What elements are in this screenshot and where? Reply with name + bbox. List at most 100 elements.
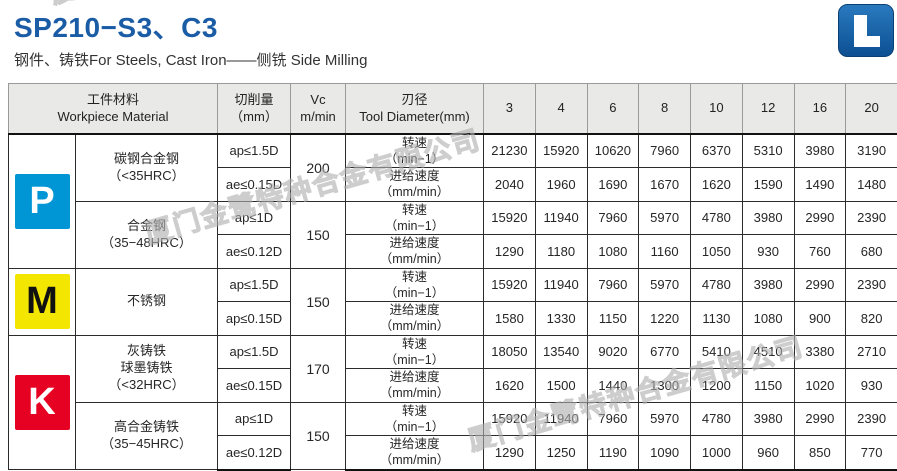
value-cell: 1220: [639, 302, 691, 336]
cut-depth: ap≤1D: [218, 402, 291, 436]
cut-depth: ap≤1.5D: [218, 335, 291, 369]
row-label-speed: 转速 （min−1）: [346, 335, 484, 369]
vc-value: 150: [291, 268, 346, 335]
value-cell: 7960: [587, 201, 639, 235]
value-cell: 2990: [794, 268, 846, 302]
table-row: 高合金铸铁 （35−45HRC） ap≤1D 150 转速 （min−1） 15…: [9, 402, 897, 436]
value-cell: 1590: [742, 168, 794, 202]
row-label-speed: 转速 （min−1）: [346, 402, 484, 436]
value-cell: 5970: [639, 268, 691, 302]
m-badge: M: [15, 274, 70, 329]
value-cell: 7960: [587, 402, 639, 436]
value-cell: 11940: [535, 402, 587, 436]
material-name: 不锈钢: [76, 268, 218, 335]
value-cell: 2390: [846, 402, 897, 436]
value-cell: 5410: [691, 335, 743, 369]
value-cell: 760: [794, 235, 846, 269]
table-row: K 灰铸铁 球墨铸铁 （<32HRC） ap≤1.5D 170 转速 （min−…: [9, 335, 897, 369]
value-cell: 2390: [846, 201, 897, 235]
col-header-cut: 切削量 （mm）: [218, 84, 291, 134]
value-cell: 1690: [587, 168, 639, 202]
row-label-feed: 进给速度 （mm/min）: [346, 168, 484, 202]
vc-value: 200: [291, 134, 346, 202]
vc-value: 150: [291, 201, 346, 268]
value-cell: 1150: [742, 369, 794, 403]
value-cell: 3190: [846, 134, 897, 168]
material-name: 碳钢合金钢 （<35HRC）: [76, 134, 218, 202]
value-cell: 1250: [535, 436, 587, 470]
cutting-parameters-table: 工件材料 Workpiece Material 切削量 （mm） Vc m/mi…: [8, 83, 897, 471]
value-cell: 3980: [742, 201, 794, 235]
value-cell: 15920: [535, 134, 587, 168]
value-cell: 7960: [639, 134, 691, 168]
col-header-d10: 10: [691, 84, 743, 134]
material-class-k: K: [9, 335, 76, 470]
value-cell: 680: [846, 235, 897, 269]
value-cell: 1160: [639, 235, 691, 269]
col-header-d20: 20: [846, 84, 897, 134]
value-cell: 1290: [484, 436, 536, 470]
row-label-speed: 转速 （min−1）: [346, 134, 484, 168]
value-cell: 1190: [587, 436, 639, 470]
table-row: 合金钢 （35−48HRC） ap≤1D 150 转速 （min−1） 1592…: [9, 201, 897, 235]
value-cell: 850: [794, 436, 846, 470]
cut-depth: ap≤1.5D: [218, 268, 291, 302]
value-cell: 11940: [535, 268, 587, 302]
value-cell: 7960: [587, 268, 639, 302]
cut-width: ae≤0.15D: [218, 369, 291, 403]
value-cell: 900: [794, 302, 846, 336]
table-row: P 碳钢合金钢 （<35HRC） ap≤1.5D 200 转速 （min−1） …: [9, 134, 897, 168]
value-cell: 1290: [484, 235, 536, 269]
value-cell: 1580: [484, 302, 536, 336]
col-header-d16: 16: [794, 84, 846, 134]
value-cell: 3380: [794, 335, 846, 369]
value-cell: 1500: [535, 369, 587, 403]
col-header-d12: 12: [742, 84, 794, 134]
value-cell: 1000: [691, 436, 743, 470]
value-cell: 4780: [691, 268, 743, 302]
value-cell: 13540: [535, 335, 587, 369]
value-cell: 15920: [484, 268, 536, 302]
value-cell: 1050: [691, 235, 743, 269]
value-cell: 1330: [535, 302, 587, 336]
cut-width: ap≤0.15D: [218, 302, 291, 336]
value-cell: 1080: [587, 235, 639, 269]
value-cell: 1960: [535, 168, 587, 202]
page-subtitle: 钢件、铸铁For Steels, Cast Iron——侧铣 Side Mill…: [14, 49, 367, 70]
cut-depth: ap≤1.5D: [218, 134, 291, 168]
value-cell: 820: [846, 302, 897, 336]
vc-value: 150: [291, 402, 346, 470]
p-badge: P: [15, 174, 70, 229]
vc-value: 170: [291, 335, 346, 402]
value-cell: 6770: [639, 335, 691, 369]
value-cell: 1150: [587, 302, 639, 336]
value-cell: 1490: [794, 168, 846, 202]
material-name: 灰铸铁 球墨铸铁 （<32HRC）: [76, 335, 218, 402]
value-cell: 1090: [639, 436, 691, 470]
value-cell: 3980: [794, 134, 846, 168]
page-title: SP210−S3、C3: [14, 6, 367, 46]
material-name: 高合金铸铁 （35−45HRC）: [76, 402, 218, 470]
cut-width: ae≤0.12D: [218, 235, 291, 269]
value-cell: 11940: [535, 201, 587, 235]
col-header-diameter: 刃径 Tool Diameter(mm): [346, 84, 484, 134]
value-cell: 1480: [846, 168, 897, 202]
table-header-row: 工件材料 Workpiece Material 切削量 （mm） Vc m/mi…: [9, 84, 897, 134]
material-name: 合金钢 （35−48HRC）: [76, 201, 218, 268]
value-cell: 1670: [639, 168, 691, 202]
value-cell: 4780: [691, 402, 743, 436]
value-cell: 18050: [484, 335, 536, 369]
table-row: M 不锈钢 ap≤1.5D 150 转速 （min−1） 15920 11940…: [9, 268, 897, 302]
value-cell: 1300: [639, 369, 691, 403]
col-header-d8: 8: [639, 84, 691, 134]
value-cell: 15920: [484, 402, 536, 436]
value-cell: 1620: [691, 168, 743, 202]
value-cell: 1440: [587, 369, 639, 403]
value-cell: 1080: [742, 302, 794, 336]
material-class-m: M: [9, 268, 76, 335]
cut-width: ae≤0.15D: [218, 168, 291, 202]
value-cell: 1180: [535, 235, 587, 269]
row-label-feed: 进给速度 （mm/min）: [346, 235, 484, 269]
col-header-d4: 4: [535, 84, 587, 134]
value-cell: 1130: [691, 302, 743, 336]
